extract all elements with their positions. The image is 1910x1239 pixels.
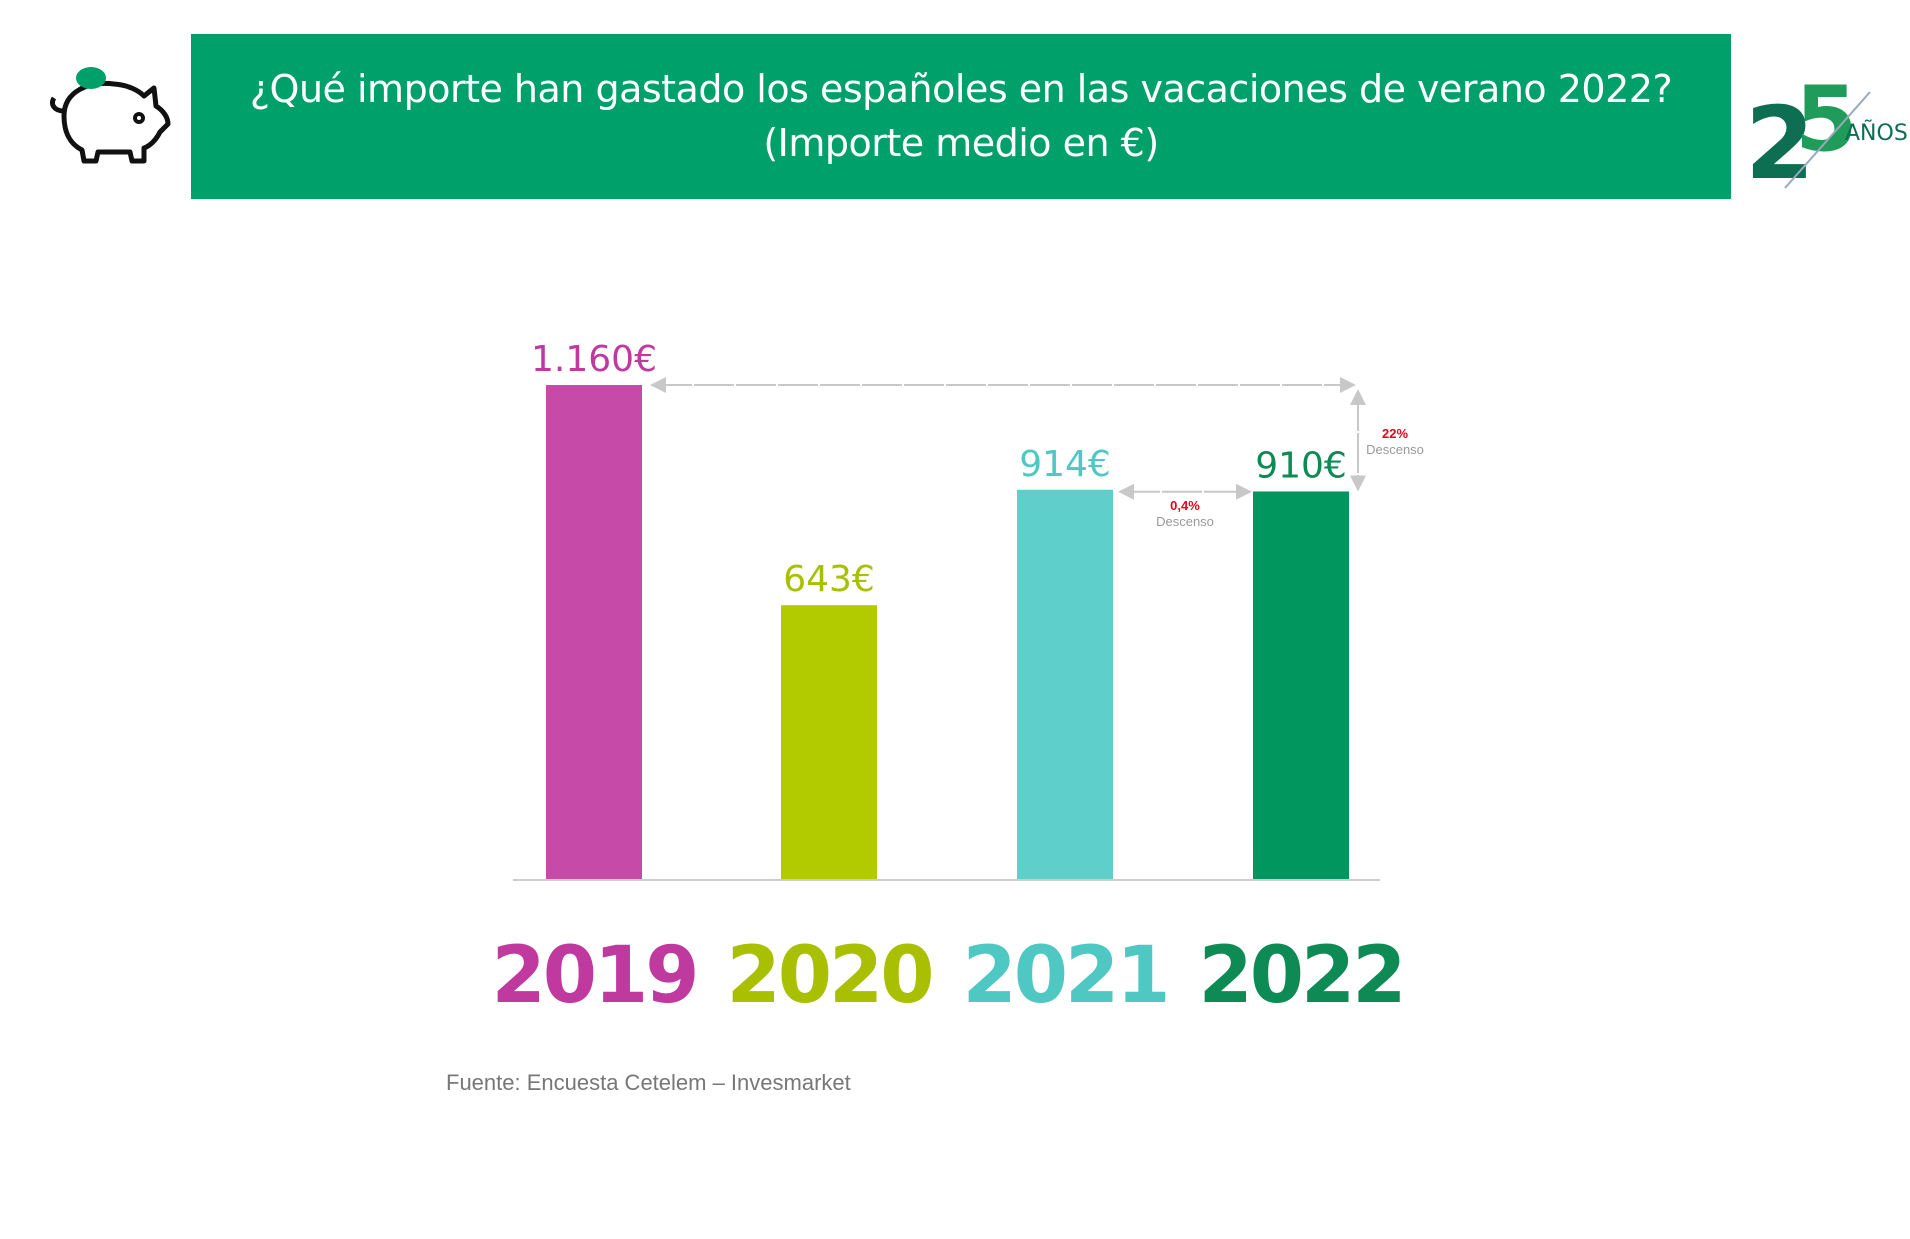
data-label-2019: 1.160€ xyxy=(531,339,657,380)
25-anos-logo: 2 5 AÑOS xyxy=(1745,70,1908,190)
x-tick-label-2022: 2022 xyxy=(1198,931,1403,1021)
annotation-pct-2021-2022: 0,4% xyxy=(1170,498,1200,513)
x-tick-label-2019: 2019 xyxy=(491,931,696,1021)
annotation-pct-2019-2022: 22% xyxy=(1382,426,1408,441)
piggy-bank-icon xyxy=(49,67,171,164)
annotation-text-2019-2022: Descenso xyxy=(1366,442,1424,457)
bar-2021 xyxy=(1017,489,1113,879)
data-label-2021: 914€ xyxy=(1019,444,1111,485)
chart-subtitle: (Importe medio en €) xyxy=(763,121,1159,165)
bar-2019 xyxy=(546,385,642,879)
chart-title-banner: ¿Qué importe han gastado los españoles e… xyxy=(191,34,1731,199)
svg-text:AÑOS: AÑOS xyxy=(1845,119,1908,146)
chart-title: ¿Qué importe han gastado los españoles e… xyxy=(249,67,1673,111)
svg-text:2: 2 xyxy=(1745,85,1815,190)
data-label-2020: 643€ xyxy=(783,559,875,600)
x-tick-label-2020: 2020 xyxy=(726,931,931,1021)
source-note: Fuente: Encuesta Cetelem – Invesmarket xyxy=(446,1070,851,1095)
annotation-text-2021-2022: Descenso xyxy=(1156,514,1214,529)
svg-text:5: 5 xyxy=(1795,70,1858,172)
data-label-2022: 910€ xyxy=(1255,445,1347,486)
bar-2020 xyxy=(781,605,877,879)
x-tick-label-2021: 2021 xyxy=(962,931,1167,1021)
bar-2022 xyxy=(1253,491,1349,879)
